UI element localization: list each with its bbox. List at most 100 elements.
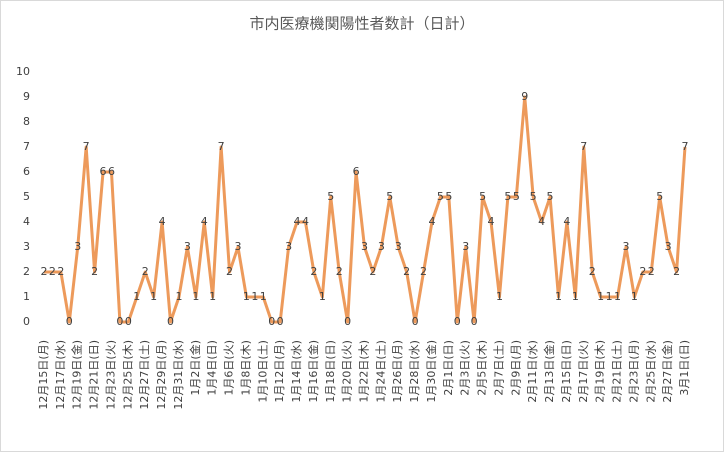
x-tick-label: 2月27日(金)	[660, 340, 674, 403]
data-label: 1	[614, 290, 621, 303]
data-label: 7	[83, 140, 90, 153]
y-tick-label: 1	[23, 290, 30, 303]
y-tick-label: 5	[23, 190, 30, 203]
x-tick-label: 12月25日(木)	[121, 340, 134, 410]
x-tick-label: 1月8日(木)	[239, 340, 252, 396]
data-label: 3	[361, 240, 368, 253]
data-label: 1	[319, 290, 326, 303]
data-label: 7	[580, 140, 587, 153]
y-tick-label: 10	[16, 65, 30, 78]
data-label: 2	[673, 265, 680, 278]
data-label: 4	[488, 215, 495, 228]
data-label: 4	[201, 215, 208, 228]
data-label: 0	[268, 315, 275, 328]
x-tick-label: 1月14日(水)	[290, 340, 303, 403]
data-label: 5	[504, 190, 511, 203]
x-tick-label: 2月11日(水)	[526, 340, 539, 403]
data-label: 2	[369, 265, 376, 278]
data-label: 3	[395, 240, 402, 253]
data-label: 2	[403, 265, 410, 278]
data-label: 7	[218, 140, 225, 153]
y-tick-label: 6	[23, 165, 30, 178]
x-tick-label: 2月25日(水)	[644, 340, 657, 403]
data-label: 0	[412, 315, 419, 328]
x-tick-label: 1月28日(水)	[408, 340, 421, 403]
data-label: 7	[682, 140, 689, 153]
data-label: 3	[622, 240, 629, 253]
data-label: 4	[302, 215, 309, 228]
data-label: 5	[479, 190, 486, 203]
data-label: 5	[327, 190, 334, 203]
data-label: 2	[142, 265, 149, 278]
chart-title: 市内医療機関陽性者数計（日計）	[249, 15, 474, 33]
data-label: 2	[91, 265, 98, 278]
data-label: 2	[420, 265, 427, 278]
x-tick-label: 2月7日(土)	[492, 340, 505, 396]
x-tick-label: 12月31日(水)	[172, 340, 185, 410]
line	[44, 95, 687, 324]
data-label: 0	[116, 315, 123, 328]
x-tick-label: 12月15日(月)	[37, 340, 50, 410]
data-label: 0	[454, 315, 461, 328]
data-label: 0	[66, 315, 73, 328]
data-label: 0	[167, 315, 174, 328]
data-label: 1	[192, 290, 199, 303]
data-label: 5	[530, 190, 537, 203]
x-tick-label: 3月1日(日)	[678, 340, 691, 396]
x-tick-label: 1月4日(日)	[206, 340, 219, 396]
data-label: 5	[386, 190, 393, 203]
data-label: 5	[656, 190, 663, 203]
y-tick-label: 7	[23, 140, 30, 153]
data-label: 2	[226, 265, 233, 278]
data-label: 1	[243, 290, 250, 303]
data-label: 0	[125, 315, 132, 328]
data-label: 0	[344, 315, 351, 328]
x-tick-label: 1月30日(金)	[424, 340, 438, 403]
data-label: 5	[547, 190, 554, 203]
data-label: 2	[639, 265, 646, 278]
x-tick-label: 2月5日(木)	[476, 340, 489, 396]
data-label: 6	[353, 165, 360, 178]
x-tick-label: 1月20日(火)	[341, 340, 354, 403]
x-tick-label: 2月1日(日)	[442, 340, 455, 396]
data-label: 2	[49, 265, 56, 278]
data-label: 1	[606, 290, 613, 303]
data-label: 4	[563, 215, 570, 228]
data-label: 2	[41, 265, 48, 278]
data-label: 3	[234, 240, 241, 253]
data-label: 3	[665, 240, 672, 253]
x-tick-label: 12月27日(土)	[138, 340, 151, 410]
x-tick-label: 1月26日(月)	[391, 340, 404, 403]
y-tick-label: 0	[23, 315, 30, 328]
data-label: 2	[648, 265, 655, 278]
data-label: 3	[184, 240, 191, 253]
data-label: 3	[74, 240, 81, 253]
data-label: 4	[159, 215, 166, 228]
data-label: 1	[260, 290, 267, 303]
data-label: 1	[150, 290, 157, 303]
data-label: 1	[572, 290, 579, 303]
x-tick-label: 1月6日(火)	[223, 340, 236, 396]
data-label: 3	[378, 240, 385, 253]
x-tick-label: 1月12日(月)	[273, 340, 286, 403]
x-tick-label: 2月3日(火)	[459, 340, 472, 396]
data-label: 5	[437, 190, 444, 203]
x-tick-label: 1月10日(土)	[256, 340, 269, 403]
data-label: 9	[521, 90, 528, 103]
data-label: 1	[209, 290, 216, 303]
data-label: 1	[133, 290, 140, 303]
data-label: 4	[538, 215, 545, 228]
x-tick-label: 2月21日(土)	[611, 340, 624, 403]
x-tick-label: 12月17日(水)	[54, 340, 67, 410]
x-tick-label: 2月15日(日)	[560, 340, 573, 403]
y-tick-label: 3	[23, 240, 30, 253]
x-tick-label: 12月21日(日)	[88, 340, 101, 410]
data-label: 2	[336, 265, 343, 278]
x-tick-label: 12月19日(金)	[70, 340, 84, 410]
x-tick-label: 2月17日(火)	[577, 340, 590, 403]
data-label: 6	[108, 165, 115, 178]
x-tick-label: 2月13日(金)	[542, 340, 556, 403]
data-label: 5	[513, 190, 520, 203]
data-label: 2	[57, 265, 64, 278]
